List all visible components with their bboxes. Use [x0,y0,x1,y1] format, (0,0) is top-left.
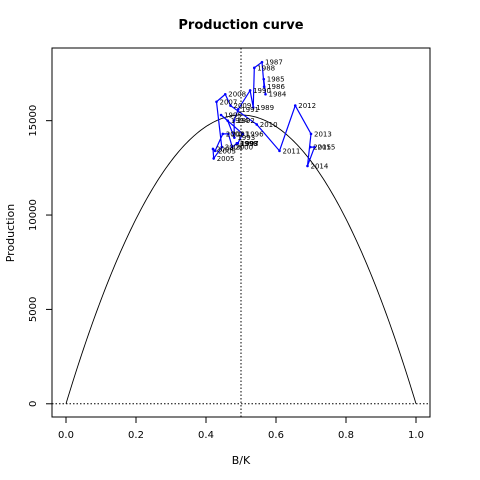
x-tick-label: 0.6 [268,430,284,441]
point-label: 1988 [257,64,275,72]
point-label: 2010 [260,121,278,129]
point-label: 1987 [265,59,283,67]
point-label: 2011 [283,147,301,155]
point-label: 2012 [298,102,316,110]
data-point [236,108,240,111]
reference-lines [52,48,430,417]
point-label: 2009 [234,102,252,110]
data-point [221,132,225,136]
point-label: 1984 [269,91,287,99]
point-label: 2006 [225,144,243,152]
point-label: 1990 [253,87,271,95]
data-point [309,132,313,136]
data-point [220,145,224,149]
y-tick-label: 15000 [28,105,39,137]
x-tick-label: 0.2 [128,430,144,441]
data-point [230,145,234,149]
data-point [260,60,264,64]
x-axis-label: B/K [232,454,251,467]
point-label: 2000 [235,144,253,152]
data-point [264,92,267,96]
y-axis: 0 5000 10000 15000 [28,105,53,407]
point-labels-layer: 1984198519861987198819891990199119921993… [216,59,335,171]
data-point [278,149,281,153]
data-point [306,164,309,168]
data-point [251,106,255,109]
data-point [313,145,316,149]
point-label: 1996 [246,130,264,138]
point-label: 2008 [228,91,246,99]
production-curve [65,114,417,404]
x-axis: 0.0 0.2 0.4 0.6 0.8 1.0 [58,416,424,441]
data-point [215,100,218,104]
point-label: 1991 [241,106,259,114]
point-label: 2014 [311,162,329,170]
point-label: 1995 [224,112,242,120]
point-label: 1985 [267,76,285,84]
point-label: 1994 [231,117,249,125]
series-layer [211,60,316,168]
x-tick-label: 0.4 [198,430,214,441]
data-point [211,147,215,151]
point-label: 2013 [314,130,332,138]
production-curve-layer [65,114,417,404]
point-label: 1998 [241,140,259,148]
data-point [213,149,217,153]
data-point [248,89,252,92]
x-tick-label: 0.8 [338,430,354,441]
point-label: 1999 [240,140,258,148]
data-point [241,132,245,136]
point-label: 2005 [217,155,235,163]
data-point [226,119,229,122]
data-point [262,85,266,88]
data-point [223,92,227,96]
point-label: 2015 [318,144,336,152]
point-label: 2007 [220,98,238,106]
point-label: 2004 [216,145,234,153]
data-point [293,104,297,107]
data-point [255,123,259,126]
point-label: 1997 [241,140,259,148]
point-label: 2015 [313,144,331,152]
data-point [253,66,256,70]
point-label: 1992 [237,117,255,125]
y-tick-label: 0 [28,401,39,407]
y-tick-label: 5000 [28,297,39,322]
point-label: 1993 [237,134,255,142]
data-point [232,119,236,122]
data-point [212,157,215,160]
y-tick-label: 10000 [28,199,39,231]
point-label: 1989 [256,104,274,112]
point-label: 1986 [267,83,285,91]
data-point [235,142,239,145]
data-point [309,145,312,149]
point-label: 2002 [226,130,244,138]
data-point [219,113,223,117]
x-tick-label: 0.0 [58,430,74,441]
data-point [227,132,230,136]
data-point [229,104,232,107]
x-tick-label: 1.0 [408,430,424,441]
chart-title: Production curve [178,18,303,33]
data-point [233,136,236,139]
y-axis-label: Production [4,204,17,263]
data-point [262,77,266,81]
point-label: 2001 [231,130,249,138]
point-label: 2003 [218,147,236,155]
